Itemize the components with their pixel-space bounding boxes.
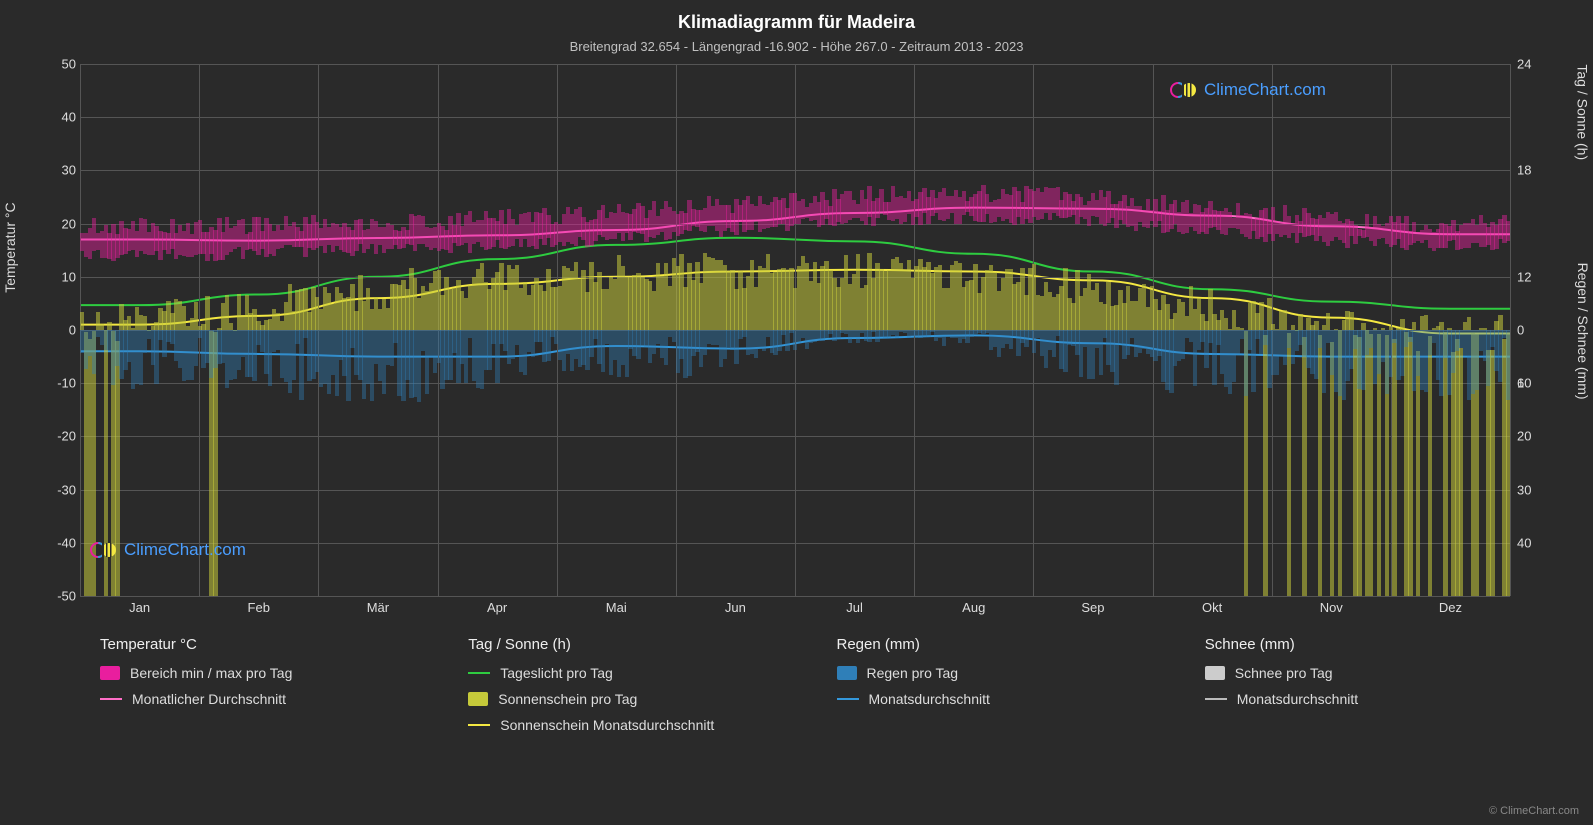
legend-line-icon (100, 698, 122, 700)
month-label: Feb (248, 600, 270, 615)
left-tick: -50 (28, 589, 76, 604)
month-label: Nov (1320, 600, 1343, 615)
month-label: Jun (725, 600, 746, 615)
legend-item-label: Sonnenschein Monatsdurchschnitt (500, 717, 714, 733)
legend-line-icon (837, 698, 859, 700)
month-label: Mai (606, 600, 627, 615)
watermark: ClimeChart.com (1170, 80, 1326, 100)
watermark-text: ClimeChart.com (124, 540, 246, 560)
right-axis-title-top: Tag / Sonne (h) (1575, 64, 1591, 160)
month-label: Dez (1439, 600, 1462, 615)
left-tick: 50 (28, 57, 76, 72)
legend-group-title: Temperatur °C (100, 636, 428, 653)
month-label: Mär (367, 600, 389, 615)
legend-item: Regen pro Tag (837, 665, 1165, 681)
left-tick: -30 (28, 482, 76, 497)
left-tick: -20 (28, 429, 76, 444)
month-label: Okt (1202, 600, 1222, 615)
climechart-logo-icon (90, 540, 118, 560)
legend-swatch-icon (468, 692, 488, 706)
legend-group: Temperatur °C Bereich min / max pro Tag Mo… (100, 636, 428, 743)
month-label: Apr (487, 600, 507, 615)
legend-item-label: Monatsdurchschnitt (869, 691, 990, 707)
legend-item-label: Tageslicht pro Tag (500, 665, 613, 681)
legend-swatch-icon (100, 666, 120, 680)
left-tick: -40 (28, 535, 76, 550)
legend-item: Tageslicht pro Tag (468, 665, 796, 681)
plot-area (80, 64, 1510, 596)
legend-item: Sonnenschein Monatsdurchschnitt (468, 717, 796, 733)
legend-line-icon (468, 724, 490, 726)
legend-group: Regen (mm) Regen pro Tag Monatsdurchschnit… (837, 636, 1165, 743)
legend-item: Monatsdurchschnitt (1205, 691, 1533, 707)
chart-subtitle: Breitengrad 32.654 - Längengrad -16.902 … (0, 33, 1593, 54)
climechart-logo-icon (1170, 80, 1198, 100)
legend-item: Monatsdurchschnitt (837, 691, 1165, 707)
right-tick-hours: 18 (1517, 163, 1565, 178)
left-tick: 20 (28, 216, 76, 231)
left-tick: 0 (28, 323, 76, 338)
legend: Temperatur °C Bereich min / max pro Tag Mo… (100, 636, 1533, 743)
month-label: Aug (962, 600, 985, 615)
right-tick-mm: 20 (1517, 429, 1565, 444)
right-tick-mm: 10 (1517, 376, 1565, 391)
left-tick: 40 (28, 110, 76, 125)
watermark-text: ClimeChart.com (1204, 80, 1326, 100)
left-axis-title: Temperatur °C (2, 202, 18, 292)
left-tick: 10 (28, 269, 76, 284)
legend-item-label: Sonnenschein pro Tag (498, 691, 637, 707)
right-tick-mm: 0 (1517, 323, 1565, 338)
month-label: Sep (1081, 600, 1104, 615)
legend-item: Schnee pro Tag (1205, 665, 1533, 681)
right-tick-hours: 24 (1517, 57, 1565, 72)
month-label: Jul (846, 600, 863, 615)
legend-group-title: Tag / Sonne (h) (468, 636, 796, 653)
right-axis-title-bottom: Regen / Schnee (mm) (1575, 263, 1591, 400)
chart-title: Klimadiagramm für Madeira (0, 0, 1593, 33)
legend-group: Schnee (mm) Schnee pro Tag Monatsdurchschn… (1205, 636, 1533, 743)
legend-swatch-icon (1205, 666, 1225, 680)
right-tick-mm: 40 (1517, 535, 1565, 550)
left-tick: 30 (28, 163, 76, 178)
right-tick-hours: 12 (1517, 269, 1565, 284)
legend-item-label: Monatsdurchschnitt (1237, 691, 1358, 707)
copyright-text: © ClimeChart.com (1489, 805, 1579, 817)
month-label: Jan (129, 600, 150, 615)
legend-item-label: Regen pro Tag (867, 665, 959, 681)
legend-item-label: Schnee pro Tag (1235, 665, 1333, 681)
legend-group-title: Regen (mm) (837, 636, 1165, 653)
legend-line-icon (468, 672, 490, 674)
legend-group: Tag / Sonne (h) Tageslicht pro Tag Sonnens… (468, 636, 796, 743)
watermark: ClimeChart.com (90, 540, 246, 560)
legend-item: Monatlicher Durchschnitt (100, 691, 428, 707)
legend-line-icon (1205, 698, 1227, 700)
legend-swatch-icon (837, 666, 857, 680)
legend-item-label: Bereich min / max pro Tag (130, 665, 292, 681)
legend-item: Bereich min / max pro Tag (100, 665, 428, 681)
left-tick: -10 (28, 376, 76, 391)
legend-item: Sonnenschein pro Tag (468, 691, 796, 707)
right-tick-mm: 30 (1517, 482, 1565, 497)
climate-chart: Klimadiagramm für Madeira Breitengrad 32… (0, 0, 1593, 825)
legend-group-title: Schnee (mm) (1205, 636, 1533, 653)
legend-item-label: Monatlicher Durchschnitt (132, 691, 286, 707)
